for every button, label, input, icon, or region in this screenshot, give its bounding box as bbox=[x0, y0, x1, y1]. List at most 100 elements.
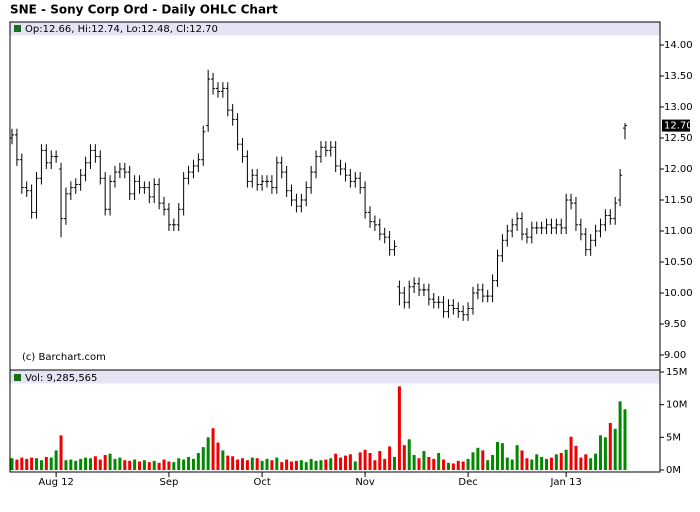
volume-bar bbox=[39, 460, 43, 470]
volume-bar bbox=[564, 449, 568, 470]
volume-bar bbox=[623, 409, 627, 470]
volume-bar bbox=[554, 454, 558, 470]
legend-icon bbox=[14, 25, 21, 32]
y-tick-label: 11.50 bbox=[664, 195, 693, 206]
volume-bar bbox=[226, 455, 230, 470]
volume-bar bbox=[329, 458, 333, 470]
volume-bar bbox=[417, 458, 421, 470]
volume-bar bbox=[118, 457, 122, 470]
volume-bar bbox=[304, 462, 308, 470]
volume-bar bbox=[412, 454, 416, 470]
volume-bar bbox=[206, 437, 210, 470]
volume-bar bbox=[525, 458, 529, 470]
volume-bar bbox=[491, 454, 495, 470]
volume-bar bbox=[520, 450, 524, 470]
volume-bar bbox=[569, 436, 573, 470]
volume-bar bbox=[603, 437, 607, 470]
volume-bar bbox=[495, 441, 499, 470]
volume-bar bbox=[93, 456, 97, 470]
volume-bar bbox=[358, 452, 362, 470]
volume-bar bbox=[584, 454, 588, 470]
volume-bar bbox=[240, 458, 244, 470]
price-panel bbox=[9, 21, 661, 371]
x-tick-label: Jan 13 bbox=[549, 477, 581, 488]
volume-bar bbox=[236, 459, 240, 470]
y-tick-label: 11.00 bbox=[664, 226, 693, 237]
y2-tick-label: 0M bbox=[666, 465, 681, 476]
y-tick-label: 12.50 bbox=[664, 133, 693, 144]
volume-bar bbox=[221, 450, 225, 470]
volume-bar bbox=[49, 457, 53, 470]
y2-tick-label: 15M bbox=[666, 367, 687, 378]
volume-bar bbox=[422, 451, 426, 470]
x-tick-label: Oct bbox=[253, 477, 270, 488]
volume-bar bbox=[64, 460, 68, 470]
x-tick-label: Sep bbox=[159, 477, 178, 488]
volume-bar bbox=[138, 461, 142, 470]
volume-bar bbox=[613, 428, 617, 470]
y2-tick-label: 5M bbox=[666, 432, 681, 443]
volume-bar bbox=[59, 435, 63, 470]
volume-bar bbox=[255, 458, 259, 470]
volume-bar bbox=[10, 458, 14, 470]
volume-bar bbox=[299, 460, 303, 470]
volume-bar bbox=[250, 457, 254, 470]
y-tick-label: 14.00 bbox=[664, 40, 693, 51]
y-tick-label: 9.00 bbox=[664, 350, 686, 361]
volume-bar bbox=[270, 460, 274, 470]
volume-bar bbox=[446, 462, 450, 470]
volume-bar bbox=[545, 458, 549, 470]
volume-bar bbox=[510, 459, 514, 470]
volume-bar bbox=[182, 459, 186, 470]
volume-bar bbox=[594, 453, 598, 470]
volume-bar bbox=[476, 447, 480, 470]
volume-bar bbox=[98, 459, 102, 470]
volume-bar bbox=[84, 457, 88, 470]
volume-bar bbox=[432, 458, 436, 470]
volume-bar bbox=[500, 443, 504, 470]
volume-bar bbox=[290, 461, 294, 470]
volume-bar bbox=[25, 458, 29, 470]
volume-header: Vol: 9,285,565 bbox=[25, 373, 97, 384]
volume-bar bbox=[280, 462, 284, 470]
volume-bar bbox=[201, 447, 205, 470]
volume-bar bbox=[535, 454, 539, 470]
volume-bar bbox=[44, 456, 48, 470]
volume-bar bbox=[461, 461, 465, 470]
volume-bar bbox=[383, 458, 387, 470]
volume-bar bbox=[211, 428, 215, 470]
volume-bar bbox=[196, 453, 200, 470]
y-tick-label: 10.50 bbox=[664, 257, 693, 268]
volume-bar bbox=[471, 452, 475, 470]
volume-bar bbox=[363, 449, 367, 470]
volume-bar bbox=[108, 453, 112, 470]
volume-bar bbox=[402, 445, 406, 470]
volume-bar bbox=[608, 422, 612, 470]
volume-bar bbox=[103, 454, 107, 470]
volume-bar bbox=[113, 458, 117, 470]
volume-bar bbox=[133, 459, 137, 470]
volume-bar bbox=[152, 460, 156, 470]
y-tick-label: 10.00 bbox=[664, 288, 693, 299]
volume-bar bbox=[368, 453, 372, 470]
volume-bar bbox=[466, 458, 470, 470]
ohlc-header: Op:12.66, Hi:12.74, Lo:12.48, Cl:12.70 bbox=[25, 24, 218, 35]
volume-bar bbox=[35, 458, 39, 470]
volume-bar bbox=[54, 450, 58, 470]
volume-bar bbox=[245, 460, 249, 470]
volume-bar bbox=[427, 456, 431, 470]
volume-bar bbox=[172, 462, 176, 470]
volume-bar bbox=[393, 456, 397, 470]
volume-bar bbox=[378, 451, 382, 470]
volume-bar bbox=[15, 459, 19, 470]
volume-bar bbox=[397, 386, 401, 470]
volume-bar bbox=[167, 461, 171, 470]
volume-bar bbox=[505, 457, 509, 470]
volume-bar bbox=[20, 457, 24, 470]
volume-bar bbox=[216, 442, 220, 470]
price-header-band bbox=[10, 22, 660, 36]
volume-bar bbox=[388, 446, 392, 470]
volume-bar bbox=[353, 461, 357, 470]
volume-bar bbox=[74, 460, 78, 470]
chart-title: SNE - Sony Corp Ord - Daily OHLC Chart bbox=[10, 3, 278, 17]
